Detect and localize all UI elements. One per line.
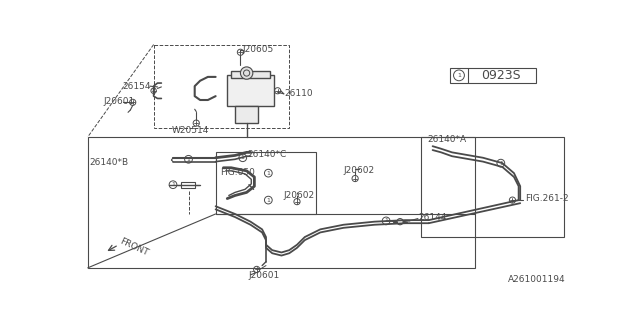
Bar xyxy=(421,137,564,237)
Bar xyxy=(88,137,476,268)
Text: J20605: J20605 xyxy=(243,45,274,54)
Text: 1: 1 xyxy=(384,218,388,223)
Text: FIG.261-2: FIG.261-2 xyxy=(525,194,569,203)
Text: 26140*C: 26140*C xyxy=(248,150,287,159)
Text: 1: 1 xyxy=(266,171,270,176)
Text: 26110: 26110 xyxy=(285,89,313,98)
Text: 1: 1 xyxy=(241,155,244,160)
Circle shape xyxy=(241,67,253,79)
Text: 26154: 26154 xyxy=(123,82,151,91)
Text: W20514: W20514 xyxy=(172,126,209,135)
Text: 26144: 26144 xyxy=(419,212,447,221)
Text: 1: 1 xyxy=(266,197,270,203)
Bar xyxy=(216,152,316,214)
Bar xyxy=(231,71,270,78)
Text: 26140*B: 26140*B xyxy=(90,158,129,167)
Text: 1: 1 xyxy=(499,161,503,166)
Text: J20602: J20602 xyxy=(283,191,314,200)
Text: A261001194: A261001194 xyxy=(508,275,565,284)
Text: J20601: J20601 xyxy=(249,271,280,280)
Text: J20602: J20602 xyxy=(344,166,374,175)
Bar xyxy=(180,182,195,188)
Text: 1: 1 xyxy=(187,157,191,162)
Text: FIG.050: FIG.050 xyxy=(220,168,255,177)
Text: FRONT: FRONT xyxy=(118,237,150,258)
Bar xyxy=(154,44,289,128)
Text: 1: 1 xyxy=(457,73,461,78)
Text: J20601: J20601 xyxy=(103,97,134,106)
Bar xyxy=(235,106,259,123)
Text: 0923S: 0923S xyxy=(481,69,520,82)
Bar xyxy=(227,75,274,106)
Text: 26140*A: 26140*A xyxy=(428,135,467,144)
Text: 1: 1 xyxy=(171,182,175,187)
Bar xyxy=(451,68,536,83)
